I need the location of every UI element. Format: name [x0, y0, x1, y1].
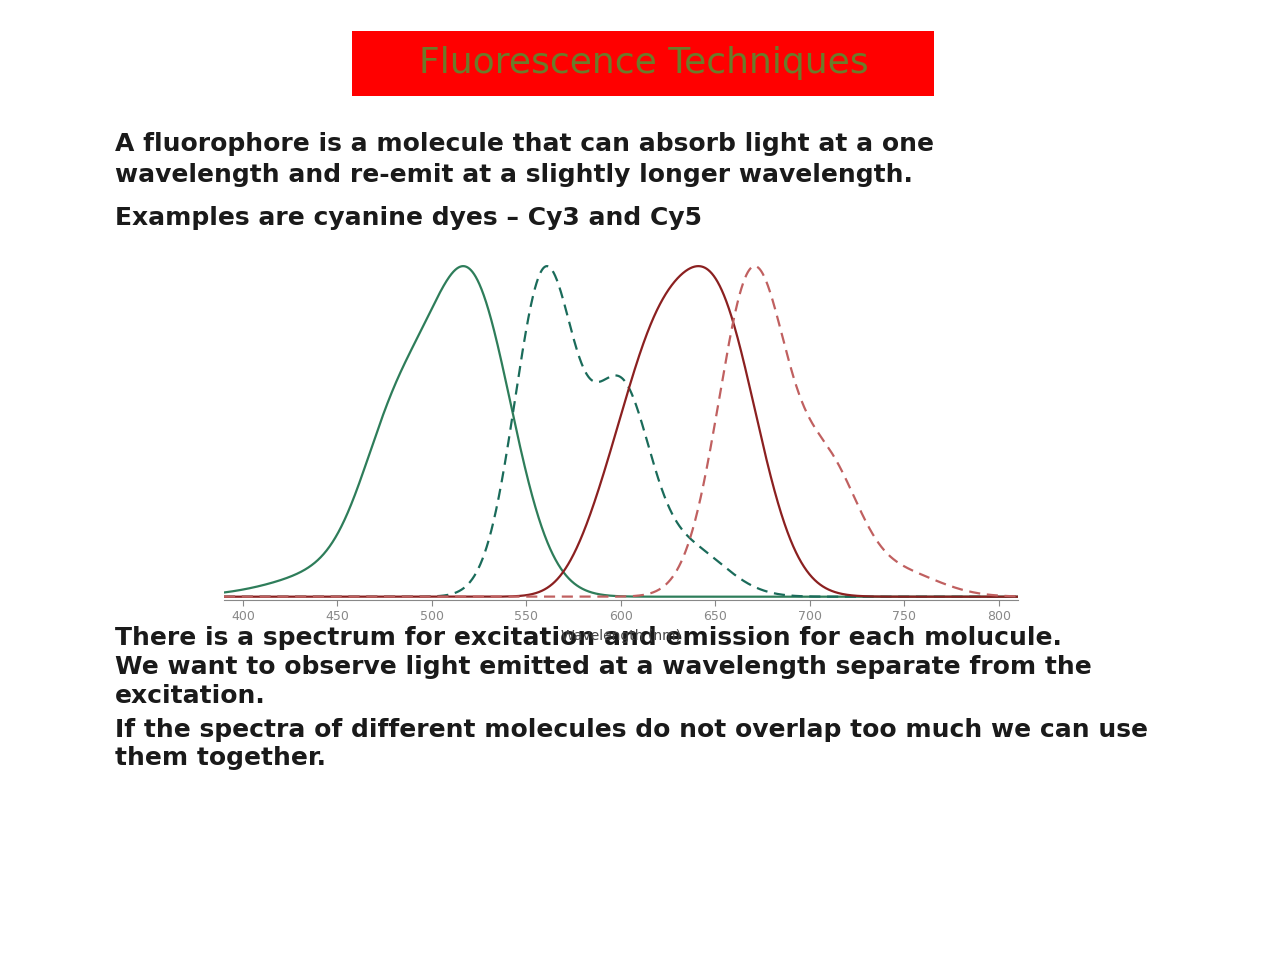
Text: wavelength and re-emit at a slightly longer wavelength.: wavelength and re-emit at a slightly lon… [115, 163, 913, 186]
Text: If the spectra of different molecules do not overlap too much we can use: If the spectra of different molecules do… [115, 718, 1148, 741]
FancyBboxPatch shape [352, 31, 934, 96]
Text: Fluorescence Techniques: Fluorescence Techniques [419, 46, 869, 81]
X-axis label: Wavelength (nm): Wavelength (nm) [561, 629, 681, 643]
Text: A fluorophore is a molecule that can absorb light at a one: A fluorophore is a molecule that can abs… [115, 132, 934, 156]
Text: Examples are cyanine dyes – Cy3 and Cy5: Examples are cyanine dyes – Cy3 and Cy5 [115, 205, 703, 229]
Text: excitation.: excitation. [115, 684, 266, 708]
Text: We want to observe light emitted at a wavelength separate from the: We want to observe light emitted at a wa… [115, 655, 1092, 680]
Text: There is a spectrum for excitation and emission for each molucule.: There is a spectrum for excitation and e… [115, 626, 1062, 651]
Text: them together.: them together. [115, 747, 326, 770]
